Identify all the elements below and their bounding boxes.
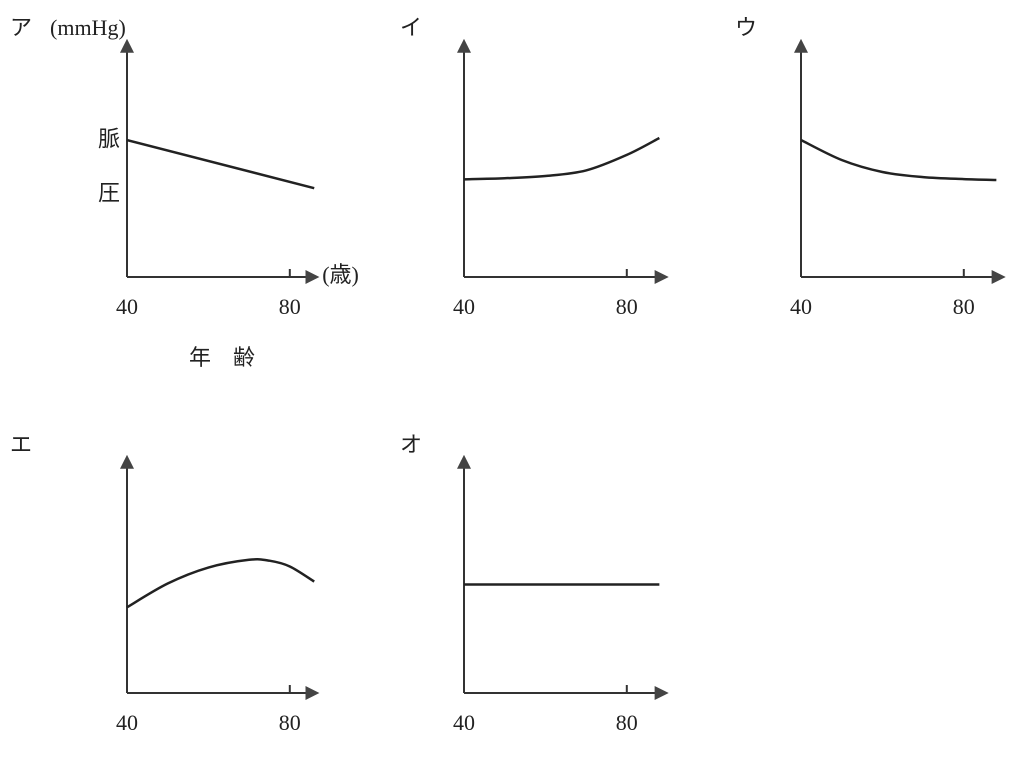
y-unit: (mmHg) xyxy=(50,15,126,40)
chart-title: エ xyxy=(10,432,32,457)
data-line xyxy=(463,136,660,181)
x-tick-label: 80 xyxy=(279,294,301,319)
data-line xyxy=(800,138,997,182)
x-tick-label: 40 xyxy=(453,294,475,319)
chart-title: ウ xyxy=(735,15,757,40)
data-line xyxy=(126,558,315,609)
x-tick-label: 40 xyxy=(116,294,138,319)
data-line xyxy=(126,138,315,190)
x-unit: (歳) xyxy=(322,262,359,287)
x-tick-label: 80 xyxy=(616,710,638,735)
chart-title: オ xyxy=(400,432,422,457)
y-label: 脈圧 xyxy=(95,127,120,235)
x-tick-label: 80 xyxy=(616,294,638,319)
x-tick-label: 40 xyxy=(453,710,475,735)
chart-title: イ xyxy=(400,15,422,40)
x-tick-label: 80 xyxy=(953,294,975,319)
x-tick-label: 40 xyxy=(790,294,812,319)
x-tick-label: 80 xyxy=(279,710,301,735)
chart-title: ア xyxy=(10,15,32,40)
x-tick-label: 40 xyxy=(116,710,138,735)
x-label: 年 齢 xyxy=(189,345,255,370)
